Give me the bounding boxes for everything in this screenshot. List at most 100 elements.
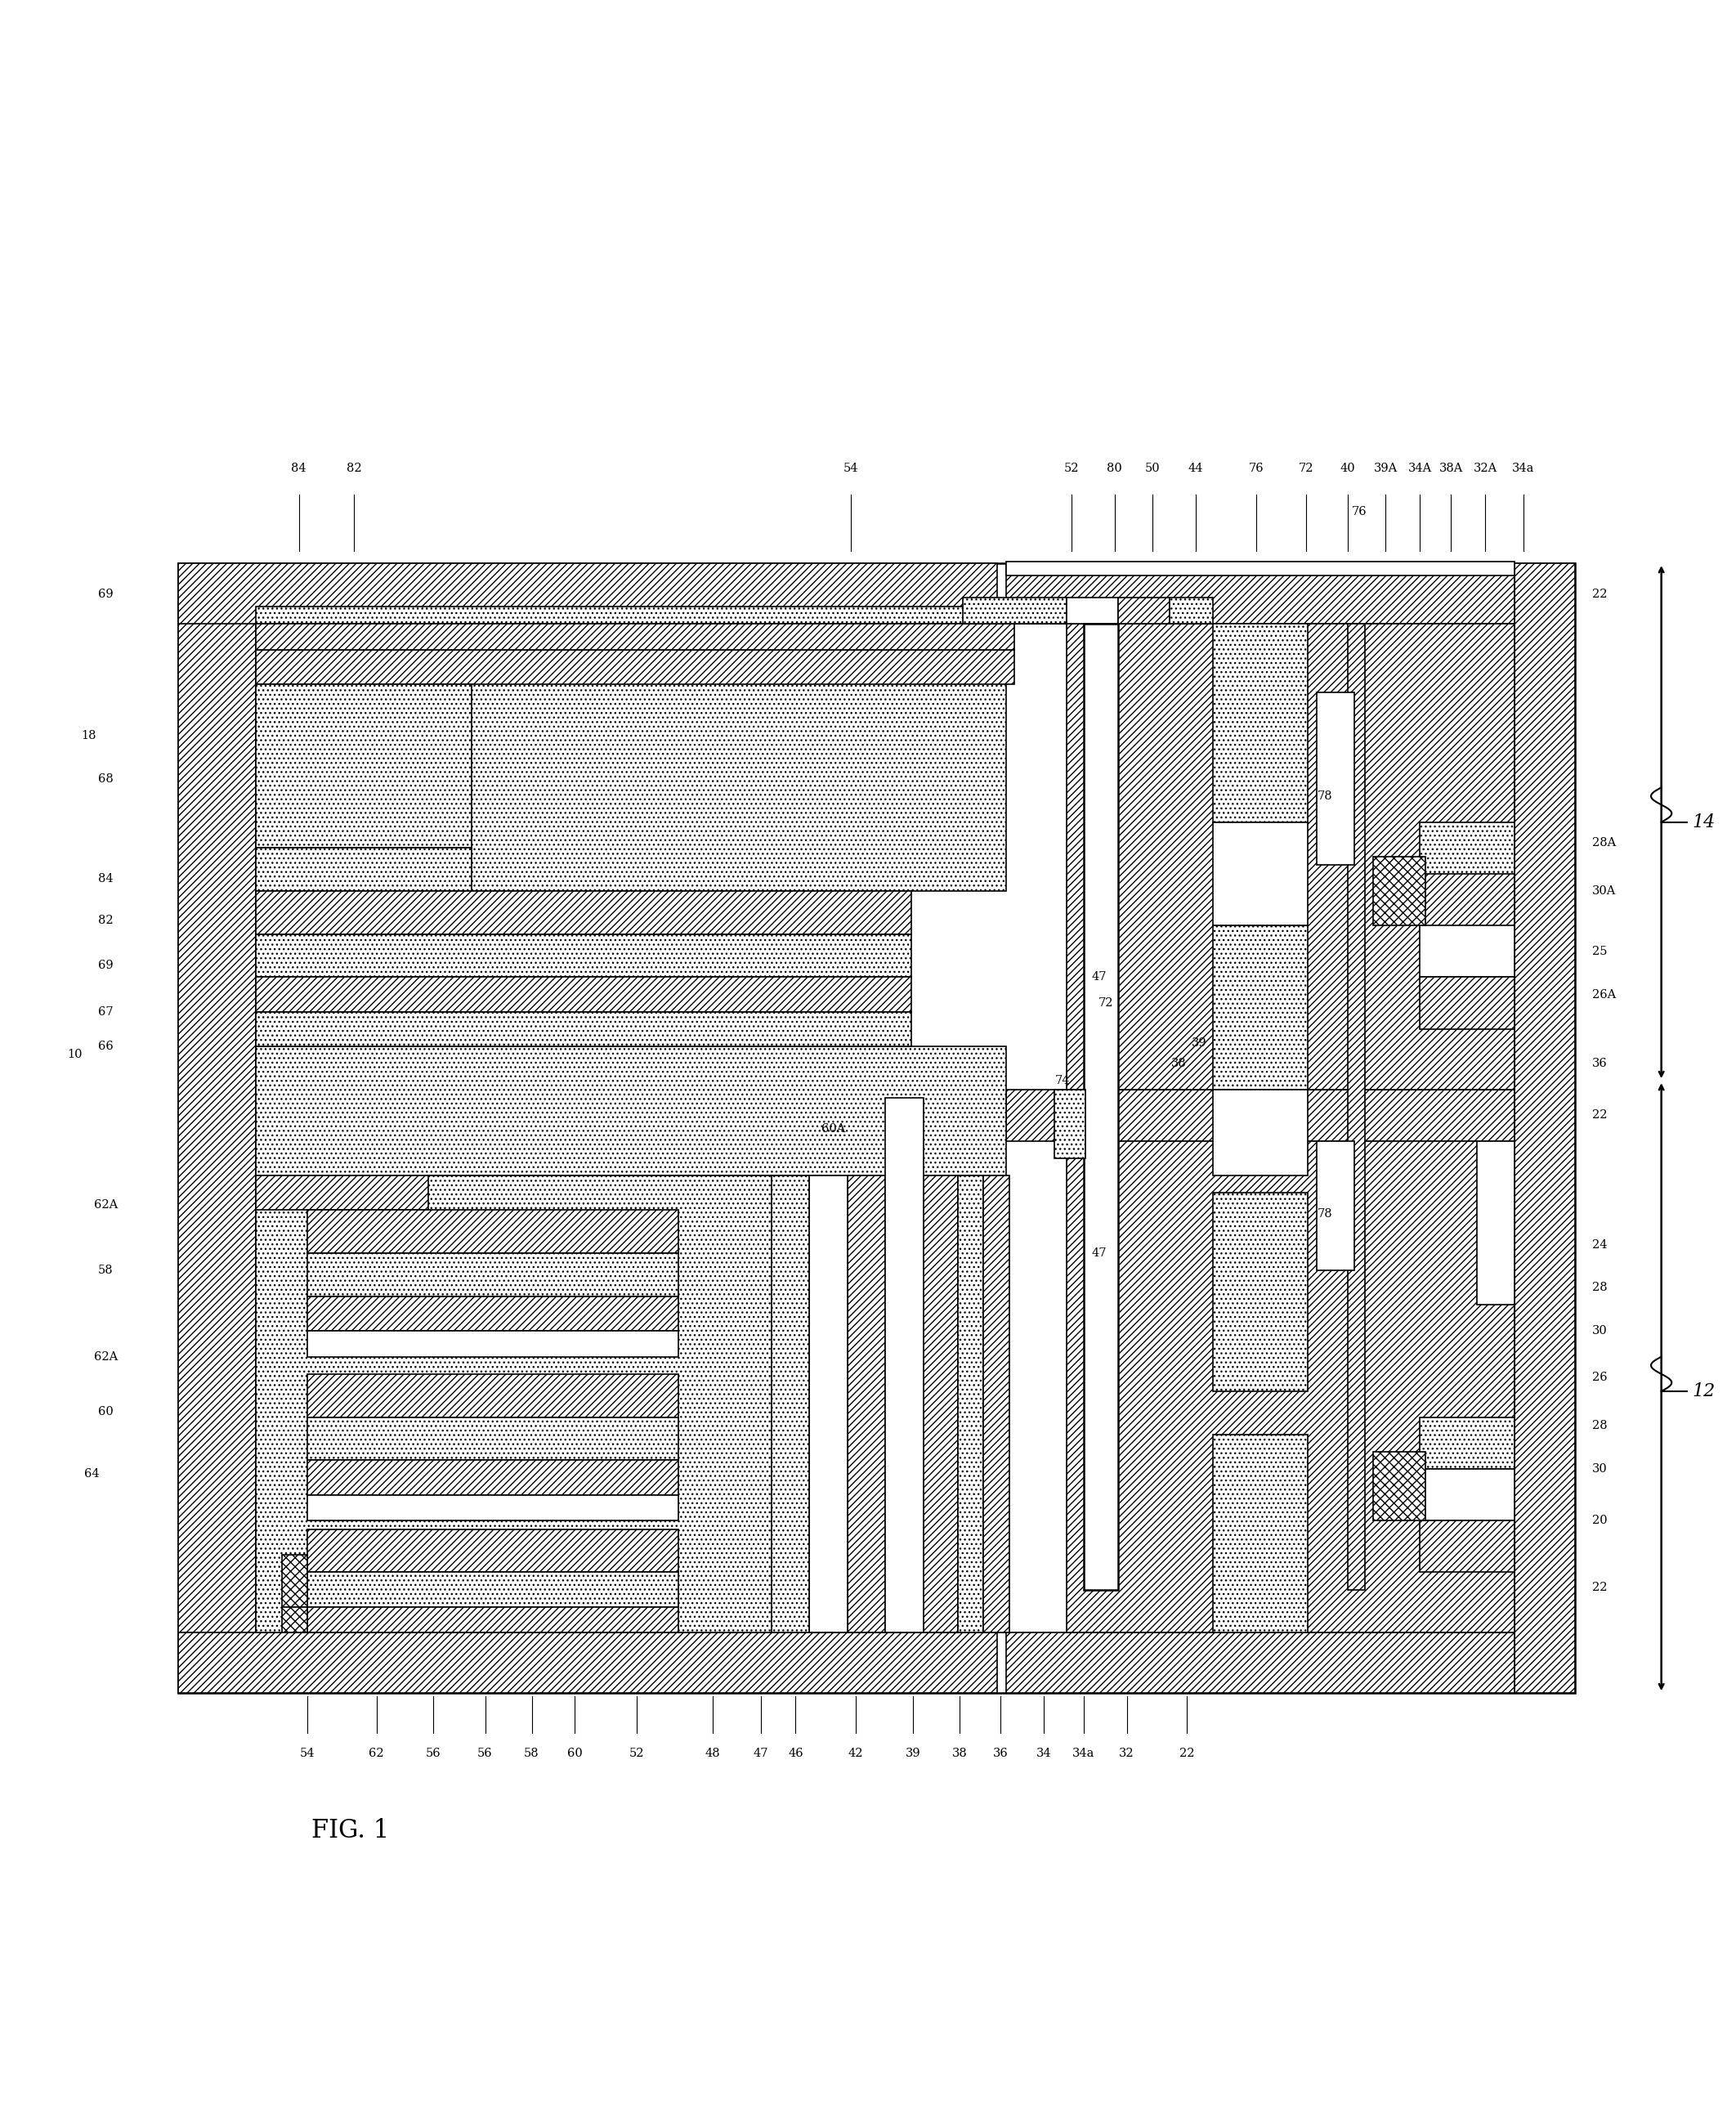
Text: 54: 54 — [844, 464, 858, 474]
Text: 18: 18 — [82, 730, 95, 742]
Bar — [1083, 623, 1118, 1589]
Text: 12: 12 — [1693, 1383, 1715, 1400]
Text: 67: 67 — [99, 1006, 113, 1017]
Text: 20: 20 — [1592, 1514, 1608, 1527]
Bar — [307, 1253, 679, 1295]
Text: 66: 66 — [97, 1040, 113, 1053]
Bar — [307, 1295, 679, 1332]
Bar — [771, 1176, 809, 1634]
Text: 56: 56 — [425, 1748, 441, 1759]
Text: 14: 14 — [1693, 813, 1715, 832]
Text: 46: 46 — [788, 1748, 804, 1759]
Text: 78: 78 — [1318, 1208, 1333, 1219]
Bar — [255, 891, 911, 934]
Bar — [255, 934, 911, 976]
Text: 64: 64 — [85, 1468, 99, 1480]
Bar — [1516, 564, 1575, 1693]
Text: 62: 62 — [368, 1748, 384, 1759]
Bar — [885, 1098, 924, 1634]
Text: 54: 54 — [300, 1748, 314, 1759]
Text: 10: 10 — [68, 1049, 82, 1061]
Text: 39A: 39A — [1373, 464, 1397, 474]
Bar — [307, 1461, 679, 1495]
Text: 68: 68 — [97, 774, 113, 785]
Bar — [1420, 1417, 1516, 1470]
Bar — [179, 564, 255, 1693]
Text: 44: 44 — [1187, 464, 1203, 474]
Text: 30A: 30A — [1592, 885, 1616, 898]
Text: 34: 34 — [1036, 1748, 1052, 1759]
Bar — [1213, 821, 1307, 925]
Bar — [307, 1529, 679, 1572]
Bar — [179, 1634, 998, 1693]
Text: 84: 84 — [99, 874, 113, 885]
Text: 82: 82 — [99, 915, 113, 925]
Text: 30: 30 — [1592, 1463, 1608, 1474]
Text: 60A: 60A — [821, 1123, 845, 1136]
Text: 30: 30 — [1592, 1325, 1608, 1336]
Bar — [958, 1176, 984, 1634]
Text: 72: 72 — [1299, 464, 1314, 474]
Text: 26: 26 — [1592, 1372, 1608, 1383]
Text: 48: 48 — [705, 1748, 720, 1759]
Text: 39: 39 — [1191, 1038, 1207, 1049]
Text: 42: 42 — [849, 1748, 863, 1759]
Text: 22: 22 — [1179, 1748, 1194, 1759]
Text: 22: 22 — [1592, 589, 1608, 600]
Bar — [281, 1555, 307, 1606]
Bar — [307, 1417, 679, 1461]
Text: 60: 60 — [568, 1748, 583, 1759]
Bar — [1420, 925, 1516, 976]
Bar — [179, 564, 998, 623]
Bar — [255, 623, 472, 685]
Bar — [847, 1176, 885, 1634]
Text: 47: 47 — [1092, 1249, 1106, 1259]
Text: 22: 22 — [1592, 1582, 1608, 1593]
Bar — [255, 685, 472, 849]
Bar — [255, 1012, 911, 1046]
Text: 76: 76 — [1352, 506, 1368, 517]
Bar — [1213, 1434, 1307, 1634]
Bar — [1066, 598, 1118, 623]
Text: 36: 36 — [1592, 1057, 1608, 1070]
Bar — [1054, 1089, 1085, 1159]
Text: 60: 60 — [97, 1406, 113, 1419]
Text: 52: 52 — [1064, 464, 1080, 474]
Text: 62A: 62A — [94, 1351, 118, 1363]
Text: 34a: 34a — [1073, 1748, 1095, 1759]
Bar — [1347, 623, 1364, 1589]
Text: 74: 74 — [1055, 1074, 1071, 1087]
Bar — [1005, 1089, 1516, 1140]
Text: 80: 80 — [1108, 464, 1121, 474]
Text: 84: 84 — [292, 464, 307, 474]
Bar — [984, 1176, 1009, 1634]
Text: 58: 58 — [99, 1266, 113, 1276]
Bar — [307, 1332, 679, 1357]
Text: 69: 69 — [99, 589, 113, 600]
Bar — [963, 598, 1066, 623]
Bar — [1213, 925, 1307, 1089]
Bar — [255, 649, 1014, 685]
Text: 39: 39 — [904, 1748, 920, 1759]
Bar — [1005, 1634, 1516, 1693]
Bar — [1316, 1140, 1354, 1270]
Text: 32A: 32A — [1474, 464, 1498, 474]
Bar — [255, 1176, 429, 1210]
Bar — [1005, 562, 1516, 574]
Text: 38: 38 — [951, 1748, 967, 1759]
Text: 50: 50 — [1146, 464, 1160, 474]
Bar — [307, 1374, 679, 1417]
Text: 36: 36 — [993, 1748, 1009, 1759]
Bar — [1420, 976, 1516, 1029]
Text: 40: 40 — [1340, 464, 1356, 474]
Text: 52: 52 — [630, 1748, 644, 1759]
Text: 28: 28 — [1592, 1283, 1608, 1293]
Bar — [1118, 598, 1170, 623]
Text: 34A: 34A — [1408, 464, 1432, 474]
Bar — [179, 564, 1575, 1693]
Text: 38: 38 — [1170, 1057, 1186, 1070]
Text: 28: 28 — [1592, 1421, 1608, 1431]
Bar — [920, 1176, 958, 1634]
Text: 78: 78 — [1318, 791, 1333, 802]
Bar — [255, 976, 911, 1012]
